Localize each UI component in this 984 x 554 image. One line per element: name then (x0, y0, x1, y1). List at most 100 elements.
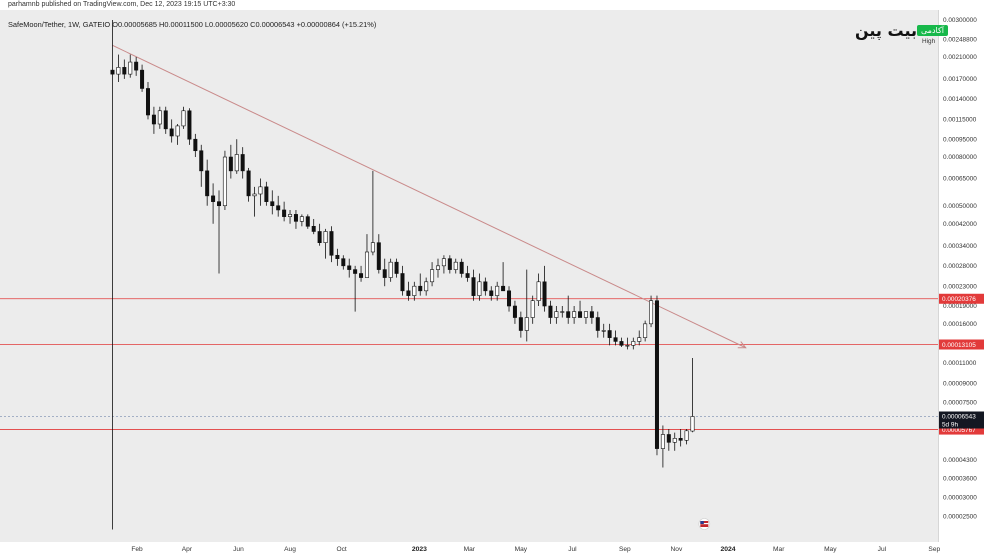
candle (518, 311, 523, 338)
candle-body (530, 300, 535, 318)
candle-body (264, 186, 269, 202)
candle (169, 119, 174, 143)
candle-body (578, 311, 583, 318)
candle-body (187, 110, 192, 140)
price-tick-label: 0.00140000 (943, 96, 977, 103)
price-tick-label: 0.00019000 (943, 303, 977, 310)
candle-body (122, 67, 127, 75)
candle-body (157, 110, 162, 125)
candle (157, 106, 162, 129)
candle (305, 214, 310, 229)
price-tick-label: 0.00034000 (943, 243, 977, 250)
published-by-text: parhamnb published on TradingView.com, D… (8, 1, 236, 8)
candle-body (217, 201, 222, 207)
logo-text: بیت پین (855, 21, 917, 40)
candle-countdown-label: 5d 9h (942, 421, 958, 428)
candle (145, 81, 150, 120)
candle (134, 57, 139, 76)
candle (211, 183, 216, 224)
candle-body (394, 261, 399, 274)
price-tick-label: 0.00011000 (943, 360, 977, 367)
candle (234, 139, 239, 174)
candle-body (234, 154, 239, 172)
level-price-badge (939, 293, 984, 304)
candle (589, 306, 594, 324)
candle-body (601, 330, 606, 332)
level-price-label: 0.00020376 (942, 296, 976, 303)
candle (501, 262, 506, 292)
candle (382, 258, 387, 287)
candle-body (145, 88, 150, 116)
candle-body (258, 186, 263, 195)
candle (471, 269, 476, 301)
candle-body (199, 150, 204, 172)
candles (110, 20, 695, 530)
candle (364, 234, 369, 278)
candle-body (637, 337, 642, 342)
time-tick-label: Feb (131, 546, 143, 553)
candle (116, 54, 121, 82)
candle-body (424, 281, 429, 292)
candle-body (619, 341, 624, 346)
candle (465, 265, 470, 282)
candle-body (222, 156, 227, 207)
candle-body (140, 69, 145, 89)
candle (424, 277, 429, 296)
candle (323, 228, 328, 259)
candle (583, 311, 588, 324)
symbol-ohlc-legend[interactable]: SafeMoon/Tether, 1W, GATEIO O0.00005685 … (8, 20, 377, 29)
candle (459, 258, 464, 278)
candle-body (240, 154, 245, 172)
price-tick-label: 0.00248800 (943, 37, 977, 44)
candle-body (323, 231, 328, 243)
candle-body (631, 341, 636, 346)
candle (270, 190, 275, 215)
candle-body (430, 269, 435, 283)
candle (649, 295, 654, 328)
candle-body (489, 290, 494, 296)
candle-body (311, 225, 316, 232)
candle (512, 300, 517, 324)
candle-body (205, 170, 210, 197)
candle-body (335, 254, 340, 259)
candle (370, 170, 375, 256)
time-tick-label: Oct (336, 546, 346, 553)
candle-body (566, 311, 571, 318)
candle (441, 255, 446, 274)
candle-body (483, 281, 488, 292)
time-tick-label: Sep (619, 546, 631, 553)
flag-canton (700, 521, 704, 524)
candle (660, 425, 665, 468)
candle-body (110, 69, 115, 75)
candle (394, 258, 399, 278)
candle-body (524, 317, 529, 331)
candle-body (684, 430, 689, 441)
price-tick-label: 0.00042000 (943, 221, 977, 228)
time-tick-label: Mar (464, 546, 476, 553)
horizontal-levels: 0.00020376 0.00013105 0.00005767 (0, 293, 984, 435)
flag-stripe (700, 523, 709, 525)
candle (311, 218, 316, 235)
candle-body (583, 311, 588, 318)
candle (666, 428, 671, 451)
candle (376, 234, 381, 274)
time-axis[interactable] (0, 542, 938, 554)
candle-body (507, 290, 512, 307)
price-tick-label: 0.00003600 (943, 476, 977, 483)
candle (637, 330, 642, 346)
candle-body (690, 416, 695, 432)
candle (477, 273, 482, 301)
level-price-badge (939, 339, 984, 350)
candle-body (317, 231, 322, 243)
price-axis[interactable] (938, 10, 984, 542)
price-tick-label: 0.00300000 (943, 17, 977, 24)
candle-body (678, 438, 683, 441)
candle (495, 281, 500, 301)
candle-body (246, 170, 251, 197)
candle-body (382, 269, 387, 278)
candle-body (299, 216, 304, 222)
candle (560, 306, 565, 318)
candle-body (193, 138, 198, 152)
candle-body (572, 311, 577, 318)
